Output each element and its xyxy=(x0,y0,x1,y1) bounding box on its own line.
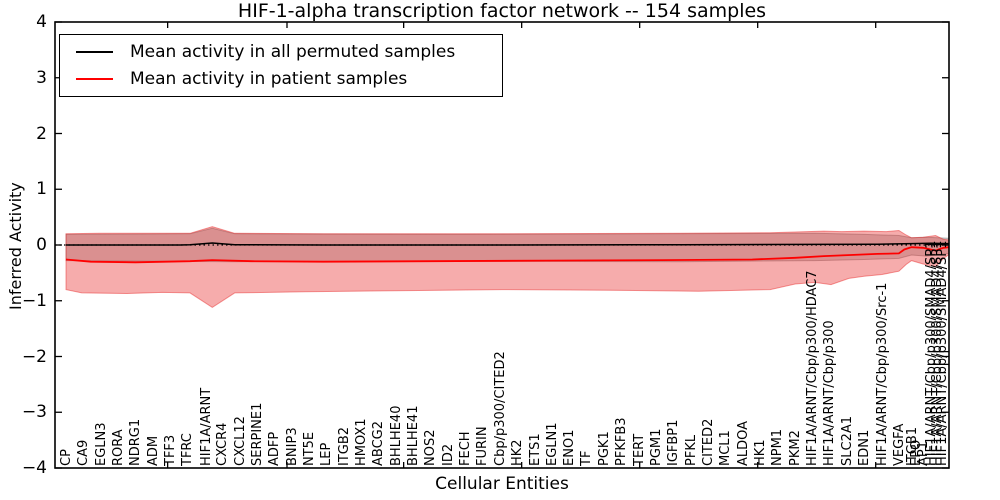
x-tick-label: NOS2 xyxy=(423,429,439,466)
x-tick-label: TERT xyxy=(631,433,647,466)
mean-activity-patient-line xyxy=(65,246,949,264)
patient-samples-std-band xyxy=(65,226,949,308)
x-tick-label: ABCG2 xyxy=(371,420,387,466)
x-tick-label: CP xyxy=(58,449,74,466)
legend-item-patient: Mean activity in patient samples xyxy=(60,66,502,92)
y-tick-label: 1 xyxy=(36,179,47,200)
x-tick-label: ENO1 xyxy=(562,429,578,466)
x-tick-label: EDN1 xyxy=(857,429,873,466)
x-tick-label: PGM1 xyxy=(648,428,664,466)
x-tick-label: HK2 xyxy=(510,439,526,466)
x-tick-label: PKM2 xyxy=(787,430,803,466)
x-tick-label: EGLN3 xyxy=(93,422,109,466)
x-tick-label: FECH xyxy=(458,431,474,466)
x-tick-label: NT5E xyxy=(301,431,317,466)
x-tick-label: CXCR4 xyxy=(215,422,231,466)
x-tick-label: BHLHE40 xyxy=(388,405,404,466)
black-line-sample xyxy=(76,50,113,53)
x-tick-label: RORA xyxy=(111,429,127,466)
x-tick-label: SERPINE1 xyxy=(249,402,265,466)
legend-label: Mean activity in all permuted samples xyxy=(130,41,456,62)
legend-label: Mean activity in patient samples xyxy=(130,69,408,90)
x-tick-label: HIF1A/ARNT/Cbp/p300/HDAC7 xyxy=(805,270,821,466)
mean-activity-permuted-line xyxy=(66,242,949,246)
chart-title: HIF-1-alpha transcription factor network… xyxy=(237,0,767,22)
x-tick-label: ALDOA xyxy=(735,420,751,466)
x-tick-label: TFRC xyxy=(180,433,196,466)
x-tick-label: SLC2A1 xyxy=(839,415,855,466)
red-line-sample xyxy=(76,78,113,81)
y-tick-label: −3 xyxy=(21,402,47,423)
y-tick-label: −2 xyxy=(21,346,47,367)
x-tick-label: HIF1A/ARNT/Cbp/p300 xyxy=(822,320,838,466)
x-tick-label: VEGFA xyxy=(891,423,907,466)
x-tick-label: HIF1A/ARNT/Cbp/p300/Src-1 xyxy=(874,282,890,466)
x-tick-label: ID2 xyxy=(440,443,456,466)
y-tick-label: 4 xyxy=(36,12,47,32)
x-tick-label: HK1 xyxy=(753,439,768,466)
x-tick-label: IGFBP1 xyxy=(666,419,682,466)
x-tick-label: HIF1A/ARNT/Cbp/p300/SMAD4/SP1 xyxy=(935,240,951,466)
x-tick-label: MCL1 xyxy=(718,430,734,466)
x-tick-label: ADM xyxy=(145,435,161,466)
legend: Mean activity in all permuted samples Me… xyxy=(59,34,503,97)
x-tick-label: CA9 xyxy=(76,439,92,466)
x-tick-label: PFKL xyxy=(683,434,699,466)
x-axis-label: Cellular Entities xyxy=(435,474,569,494)
x-tick-label: TF xyxy=(579,450,595,466)
x-tick-label: LEP xyxy=(319,442,335,466)
x-tick-label: BHLHE41 xyxy=(405,405,421,466)
y-tick-label: 0 xyxy=(36,235,47,255)
x-tick-label: EGLN1 xyxy=(544,422,560,466)
x-tick-label: CITED2 xyxy=(700,418,716,466)
x-tick-label: BNIP3 xyxy=(284,427,300,466)
legend-item-permuted: Mean activity in all permuted samples xyxy=(60,39,502,65)
x-tick-label: TFF3 xyxy=(163,434,179,466)
x-tick-label: NDRG1 xyxy=(128,418,144,466)
x-tick-label: ADFP xyxy=(267,431,283,466)
x-tick-label: ETS1 xyxy=(527,433,543,466)
x-tick-label: PFKFB3 xyxy=(614,417,630,466)
x-tick-label: HIF1A/ARNT xyxy=(199,387,215,466)
x-tick-label: FURIN xyxy=(475,426,491,466)
x-tick-label: Cbp/p300/CITED2 xyxy=(492,351,508,466)
y-tick-label: 3 xyxy=(36,67,47,88)
x-tick-label: ITGB2 xyxy=(336,426,352,466)
y-tick-label: 2 xyxy=(36,123,47,144)
x-tick-label: CXCL12 xyxy=(232,416,248,466)
y-axis-label: Inferred Activity xyxy=(6,182,25,310)
x-tick-label: HMOX1 xyxy=(354,418,370,466)
x-tick-label: PGK1 xyxy=(596,431,612,466)
y-tick-label: −4 xyxy=(21,458,47,478)
y-tick-label: −1 xyxy=(21,290,47,311)
x-tick-label: NPM1 xyxy=(770,428,786,466)
